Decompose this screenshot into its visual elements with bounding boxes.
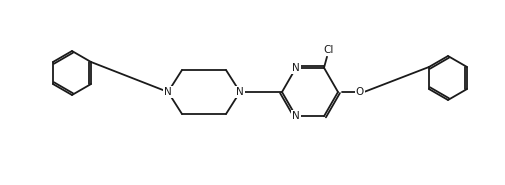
Text: N: N (291, 63, 299, 73)
Text: N: N (291, 111, 299, 121)
Text: N: N (236, 87, 243, 97)
Text: Cl: Cl (323, 45, 333, 55)
Text: N: N (164, 87, 172, 97)
Text: O: O (355, 87, 364, 97)
